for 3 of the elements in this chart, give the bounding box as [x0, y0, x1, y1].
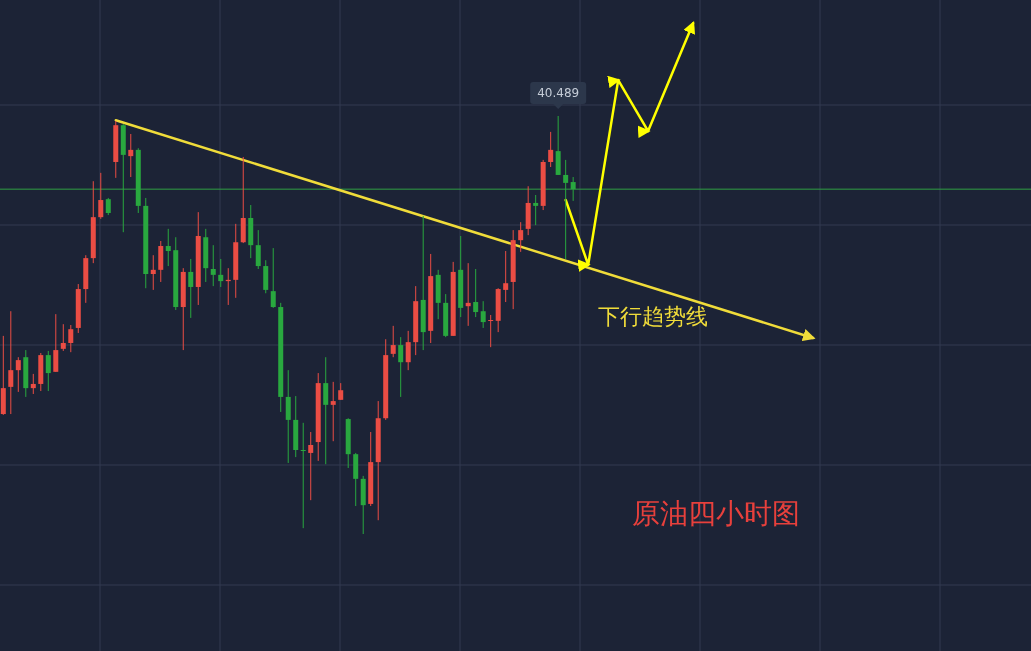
annotation: 40.489	[530, 82, 587, 109]
annotation: 40.489	[537, 86, 580, 101]
title: 原油四小时图	[632, 496, 800, 530]
